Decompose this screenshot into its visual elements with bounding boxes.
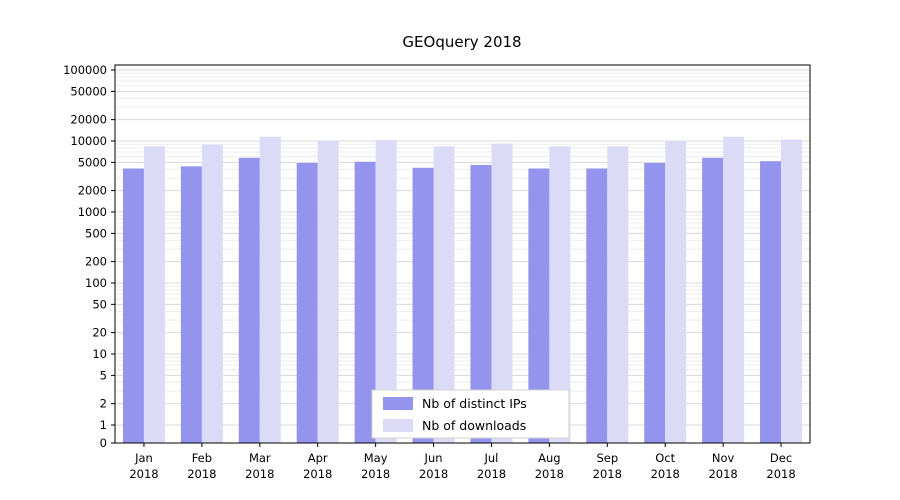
y-tick-label: 1000: [78, 205, 107, 219]
legend-swatch-downloads: [383, 419, 413, 432]
y-tick-label: 50000: [70, 84, 107, 98]
x-tick-label-year: 2018: [708, 467, 737, 481]
y-tick-label: 2000: [78, 184, 107, 198]
x-tick-label-year: 2018: [477, 467, 506, 481]
bar: [760, 161, 782, 443]
y-tick-label: 0: [100, 436, 107, 450]
bar: [607, 146, 629, 444]
bar: [644, 162, 666, 443]
bar: [528, 168, 550, 443]
y-tick-label: 100: [85, 276, 107, 290]
y-tick-label: 10: [92, 347, 107, 361]
bar: [296, 162, 318, 443]
x-tick-label-year: 2018: [245, 467, 274, 481]
legend-label-downloads: Nb of downloads: [422, 418, 526, 433]
x-tick-label-month: Jun: [424, 451, 443, 465]
bar: [143, 146, 165, 444]
legend: Nb of distinct IPs Nb of downloads: [371, 389, 570, 439]
bar: [702, 157, 724, 443]
x-tick-label-year: 2018: [187, 467, 216, 481]
axes-frame: [114, 64, 811, 444]
y-tick-label: 10000: [70, 134, 107, 148]
x-tick-label-year: 2018: [419, 467, 448, 481]
x-tick-label-month: Apr: [308, 451, 328, 465]
x-tick-label-month: Feb: [192, 451, 212, 465]
y-tick-label: 200: [85, 255, 107, 269]
x-tick-label-month: Jul: [484, 451, 499, 465]
gridlines-minor: [115, 72, 810, 392]
legend-label-distinct-ips: Nb of distinct IPs: [422, 396, 527, 411]
x-tick-label-month: Oct: [655, 451, 675, 465]
y-axis-ticks: 0 1 2 5 10 20 50 100 200 500 1000 2000 5000 10000 2000…: [63, 63, 115, 450]
x-axis-ticks: Jan 2018 Feb 2018 Mar 2018 Apr 2018 May 2018 Jun 20…: [129, 443, 796, 481]
x-tick-label-month: Nov: [712, 451, 735, 465]
bar: [549, 146, 571, 444]
y-tick-label: 500: [85, 226, 107, 240]
bar: [665, 141, 687, 443]
y-tick-label: 20000: [70, 113, 107, 127]
x-tick-label-year: 2018: [766, 467, 795, 481]
bar: [238, 157, 260, 443]
y-tick-label: 5000: [78, 155, 107, 169]
bar: [317, 141, 339, 443]
y-tick-label: 1: [100, 418, 107, 432]
plot-area: [115, 65, 810, 443]
legend-swatch-distinct-ips: [383, 397, 413, 410]
x-tick-label-year: 2018: [129, 467, 158, 481]
chart-title: GEOquery 2018: [402, 33, 521, 51]
y-tick-label: 100000: [63, 63, 107, 77]
bar: [412, 167, 434, 443]
bar: [723, 136, 745, 443]
bar: [470, 164, 492, 443]
bar: [201, 144, 223, 443]
x-tick-label-month: Aug: [538, 451, 560, 465]
bar: [354, 161, 376, 443]
x-tick-label-month: May: [364, 451, 388, 465]
y-tick-label: 2: [100, 397, 107, 411]
x-tick-label-year: 2018: [651, 467, 680, 481]
bar: [375, 140, 397, 443]
bar: [491, 143, 513, 444]
y-tick-label: 50: [92, 297, 107, 311]
x-tick-label-year: 2018: [593, 467, 622, 481]
x-tick-label-month: Jan: [134, 451, 153, 465]
bar: [259, 136, 281, 443]
x-tick-label-month: Sep: [596, 451, 618, 465]
y-tick-label: 5: [100, 368, 107, 382]
bar: [781, 139, 803, 444]
bars: [122, 136, 803, 444]
x-tick-label-year: 2018: [303, 467, 332, 481]
x-tick-label-year: 2018: [361, 467, 390, 481]
x-tick-label-month: Dec: [770, 451, 792, 465]
bar: [180, 166, 202, 443]
bar: [433, 146, 455, 444]
x-tick-label-year: 2018: [535, 467, 564, 481]
bar: [586, 168, 608, 443]
x-tick-label-month: Mar: [249, 451, 271, 465]
y-tick-label: 20: [92, 326, 107, 340]
bar: [122, 168, 144, 443]
